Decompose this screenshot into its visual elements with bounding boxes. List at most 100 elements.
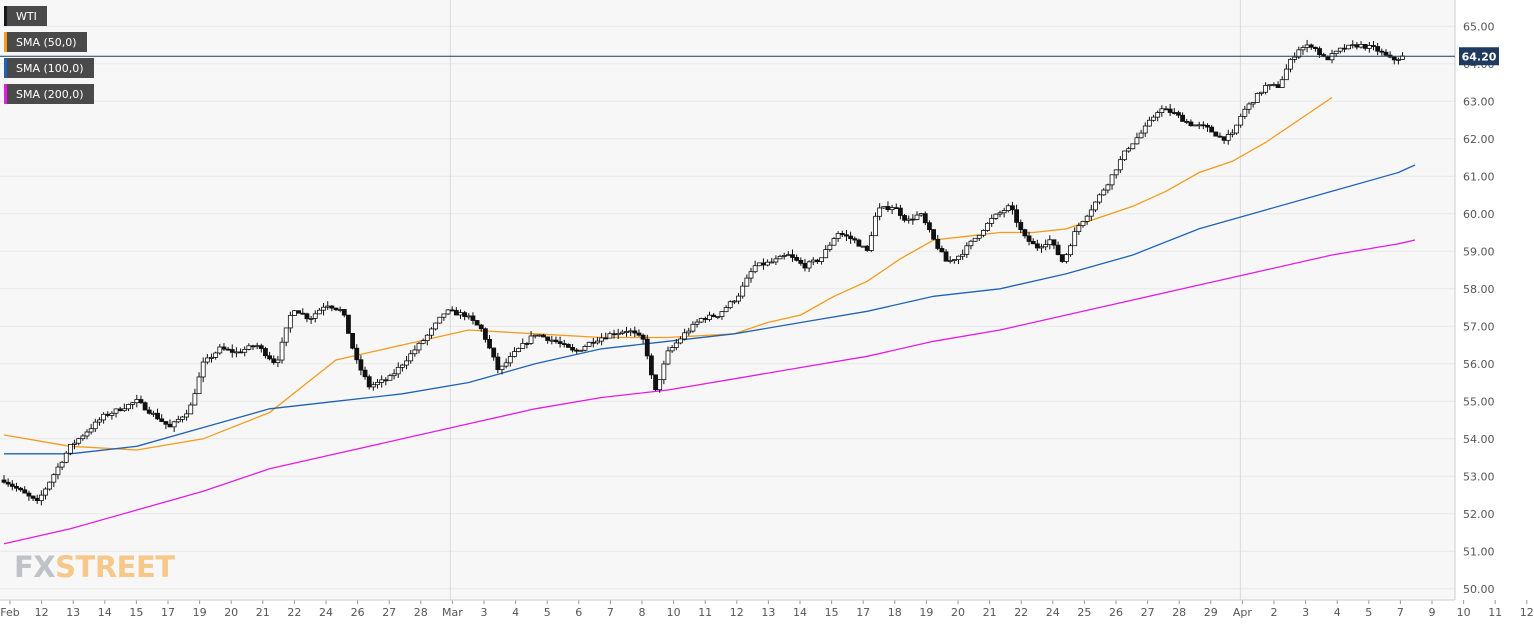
candle-body xyxy=(159,418,165,422)
candle-body xyxy=(271,358,277,363)
candle-body xyxy=(474,320,480,326)
candle-body xyxy=(1254,93,1260,103)
candle-body xyxy=(238,351,243,354)
candle-body xyxy=(590,341,596,344)
candle-body xyxy=(188,404,194,415)
candle-body xyxy=(51,474,57,483)
candle-body xyxy=(1059,254,1065,262)
candle-body xyxy=(947,260,953,262)
candle-body xyxy=(22,489,28,494)
candle-body xyxy=(823,249,829,259)
candle-body xyxy=(798,259,804,264)
candle-body xyxy=(146,409,152,414)
candle-body xyxy=(1292,56,1298,60)
legend-label-sma50: SMA (50,0) xyxy=(16,35,77,49)
candle-body xyxy=(806,261,812,269)
candle-body xyxy=(1275,84,1281,88)
candle-body xyxy=(1014,209,1019,223)
candle-body xyxy=(669,347,675,352)
candle-body xyxy=(1147,119,1152,127)
candle-body xyxy=(528,335,534,344)
candle-body xyxy=(877,207,883,217)
candle-body xyxy=(1130,143,1136,150)
candle-body xyxy=(715,316,721,318)
candle-body xyxy=(898,207,903,216)
candle-body xyxy=(233,351,239,354)
legend: WTI SMA (50,0) SMA (100,0) SMA (200,0) xyxy=(4,6,94,110)
candle-body xyxy=(333,307,339,311)
candle-body xyxy=(1396,58,1401,61)
candle-body xyxy=(1026,235,1032,242)
x-tick-label: Feb xyxy=(0,606,19,619)
candle-body xyxy=(785,254,791,257)
candle-body xyxy=(781,255,787,257)
candle-body xyxy=(14,485,19,489)
legend-item-sma100[interactable]: SMA (100,0) xyxy=(4,58,94,78)
sma-layer xyxy=(3,96,1416,545)
candle-body xyxy=(1358,44,1364,48)
x-tick-label: 7 xyxy=(607,606,614,619)
candle-body xyxy=(163,421,169,425)
y-tick-label: 53.00 xyxy=(1463,470,1495,483)
candle-body xyxy=(536,334,542,337)
candle-body xyxy=(1200,124,1206,127)
x-tick-label: 12 xyxy=(1520,606,1534,619)
candle-body xyxy=(1259,91,1264,94)
candle-body xyxy=(1217,135,1223,138)
candle-body xyxy=(1213,131,1219,137)
x-tick-label: 24 xyxy=(319,606,333,619)
candle-body xyxy=(1263,85,1268,93)
candle-body xyxy=(711,314,717,318)
candle-body xyxy=(1039,246,1044,249)
candle-body xyxy=(765,261,770,266)
candle-body xyxy=(9,483,15,487)
candle-body xyxy=(968,240,974,247)
candle-body xyxy=(316,309,322,315)
candle-body xyxy=(852,238,858,241)
candle-body xyxy=(1088,209,1094,217)
legend-item-sma200[interactable]: SMA (200,0) xyxy=(4,84,94,104)
y-tick-label: 56.00 xyxy=(1463,358,1495,371)
candle-body xyxy=(499,365,505,371)
x-tick-label: 19 xyxy=(919,606,933,619)
candle-body xyxy=(1018,222,1024,231)
last-price-layer: 64.20 xyxy=(0,47,1499,66)
x-tick-label: 4 xyxy=(1334,606,1341,619)
candle-body xyxy=(117,408,123,412)
candle-body xyxy=(902,215,907,221)
candle-body xyxy=(777,255,783,260)
candle-body xyxy=(308,318,314,320)
candle-body xyxy=(665,350,671,365)
candle-body xyxy=(549,339,555,342)
candle-body xyxy=(478,324,484,330)
candle-body xyxy=(1,479,7,483)
candle-body xyxy=(1163,108,1169,111)
x-tick-label: 5 xyxy=(544,606,551,619)
candle-body xyxy=(445,309,451,315)
candle-body xyxy=(97,419,102,423)
candle-body xyxy=(482,328,488,340)
legend-swatch-sma200 xyxy=(4,84,7,104)
last-price-tag xyxy=(1459,47,1499,66)
candle-body xyxy=(1342,47,1347,50)
legend-item-sma50[interactable]: SMA (50,0) xyxy=(4,32,87,52)
legend-item-wti[interactable]: WTI xyxy=(4,6,47,26)
candle-body xyxy=(1184,121,1190,123)
sma200-line xyxy=(3,239,1416,545)
candle-body xyxy=(1238,115,1244,126)
candle-body xyxy=(653,374,658,391)
candle-body xyxy=(138,399,144,404)
candle-body xyxy=(615,332,621,336)
x-tick-label: 20 xyxy=(951,606,965,619)
candle-body xyxy=(292,310,297,316)
candle-body xyxy=(1279,79,1285,88)
candle-body xyxy=(59,461,65,468)
candle-body xyxy=(1022,229,1028,237)
x-tick-label: 13 xyxy=(761,606,775,619)
x-tick-label: 28 xyxy=(1172,606,1186,619)
candle-body xyxy=(827,244,833,251)
candle-body xyxy=(329,305,335,309)
candle-body xyxy=(300,312,306,315)
candle-body xyxy=(312,313,318,319)
candle-body xyxy=(408,353,414,362)
